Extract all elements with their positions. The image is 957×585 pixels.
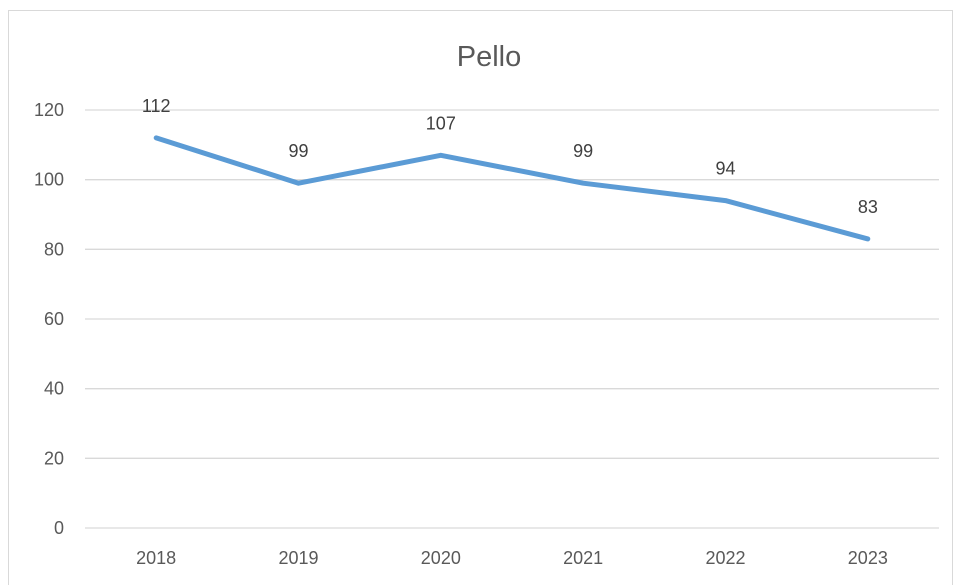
x-tick-label: 2023: [848, 548, 888, 568]
y-tick-label: 120: [34, 100, 64, 120]
y-tick-label: 0: [54, 518, 64, 538]
data-label: 99: [288, 141, 308, 161]
data-label: 107: [426, 113, 456, 133]
x-tick-label: 2022: [705, 548, 745, 568]
y-tick-label: 60: [44, 309, 64, 329]
data-label: 83: [858, 197, 878, 217]
x-tick-label: 2021: [563, 548, 603, 568]
series-line: [153, 135, 871, 242]
chart-title: Pello: [457, 41, 522, 73]
x-tick-label: 2018: [136, 548, 176, 568]
y-tick-label: 80: [44, 239, 64, 259]
data-label: 112: [142, 96, 171, 116]
x-tick-label: 2019: [278, 548, 318, 568]
data-label: 99: [573, 141, 593, 161]
y-tick-label: 100: [34, 170, 64, 190]
y-tick-label: 40: [44, 379, 64, 399]
chart-frame: [8, 10, 953, 585]
data-label: 94: [715, 159, 735, 179]
x-tick-label: 2020: [421, 548, 461, 568]
y-tick-label: 20: [44, 448, 64, 468]
